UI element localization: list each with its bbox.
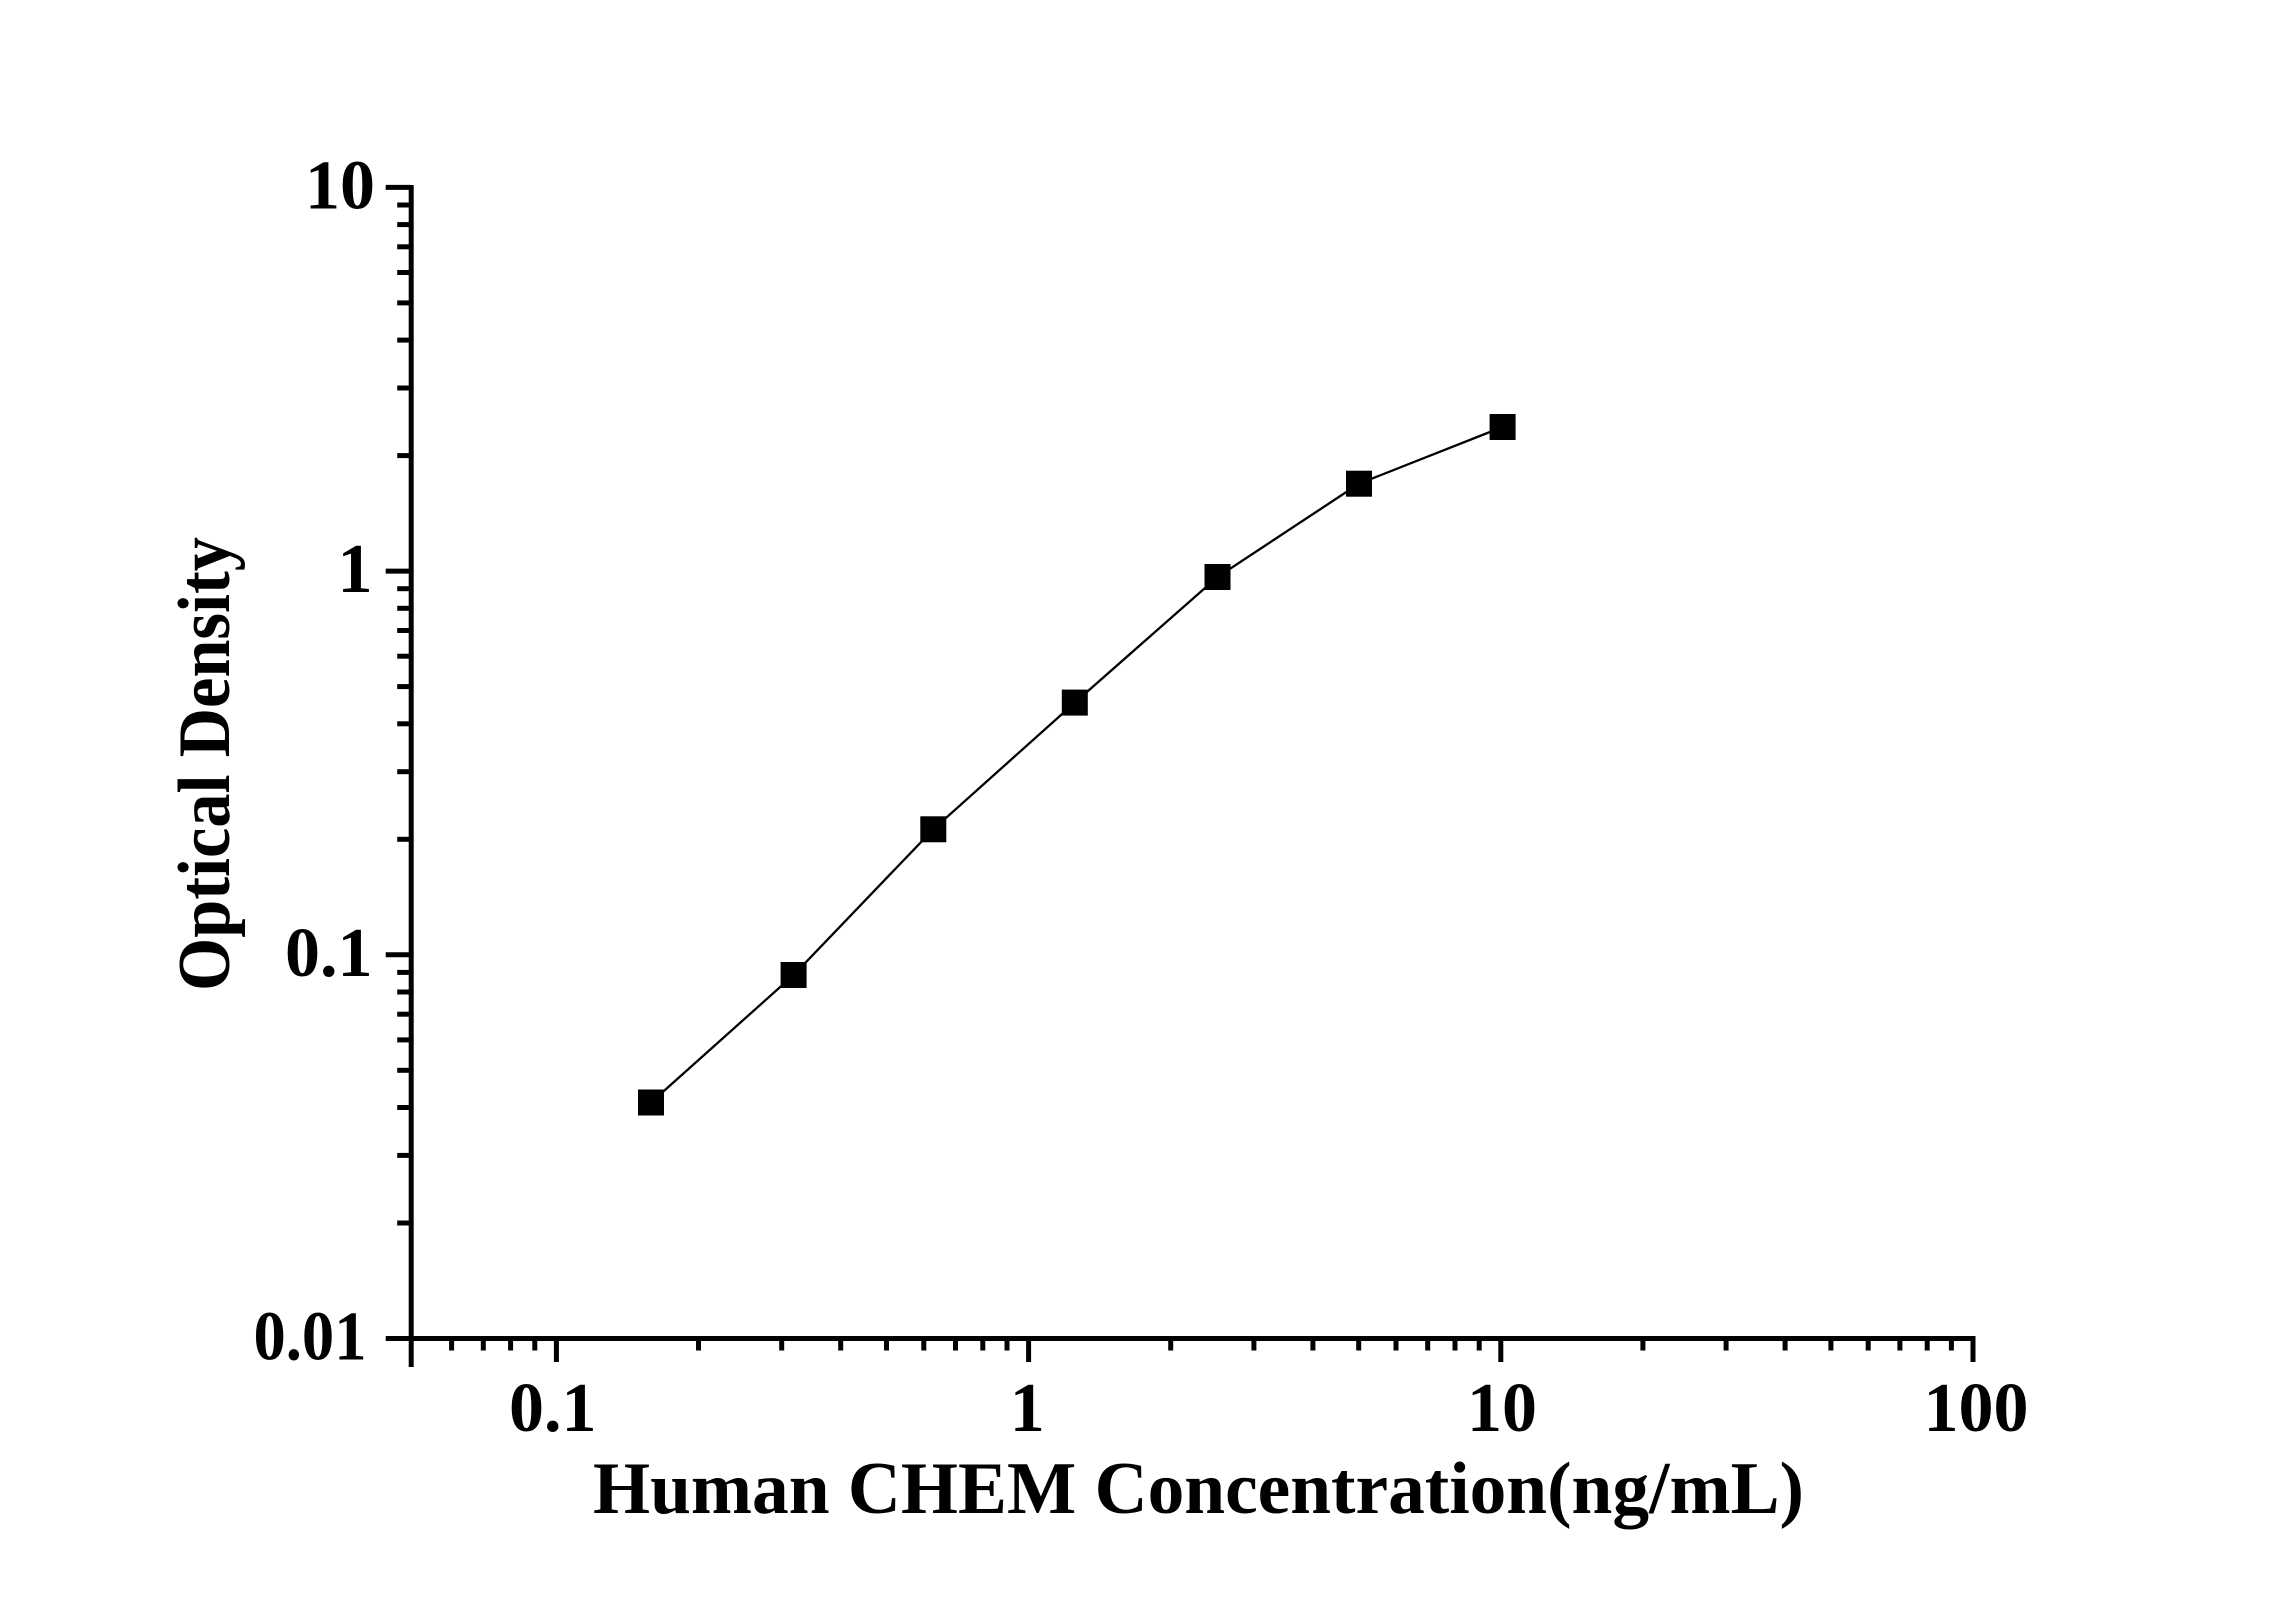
svg-text:10: 10 bbox=[305, 147, 375, 224]
svg-text:0.1: 0.1 bbox=[285, 915, 373, 992]
svg-text:1: 1 bbox=[1010, 1370, 1045, 1447]
svg-text:1: 1 bbox=[338, 531, 373, 608]
svg-text:Optical Density: Optical Density bbox=[164, 537, 246, 991]
svg-text:100: 100 bbox=[1924, 1370, 2029, 1447]
svg-text:0.01: 0.01 bbox=[254, 1299, 367, 1376]
svg-text:Human CHEM Concentration(ng/mL: Human CHEM Concentration(ng/mL) bbox=[593, 1448, 1804, 1530]
svg-text:0.1: 0.1 bbox=[509, 1370, 597, 1447]
svg-text:10: 10 bbox=[1467, 1370, 1537, 1447]
